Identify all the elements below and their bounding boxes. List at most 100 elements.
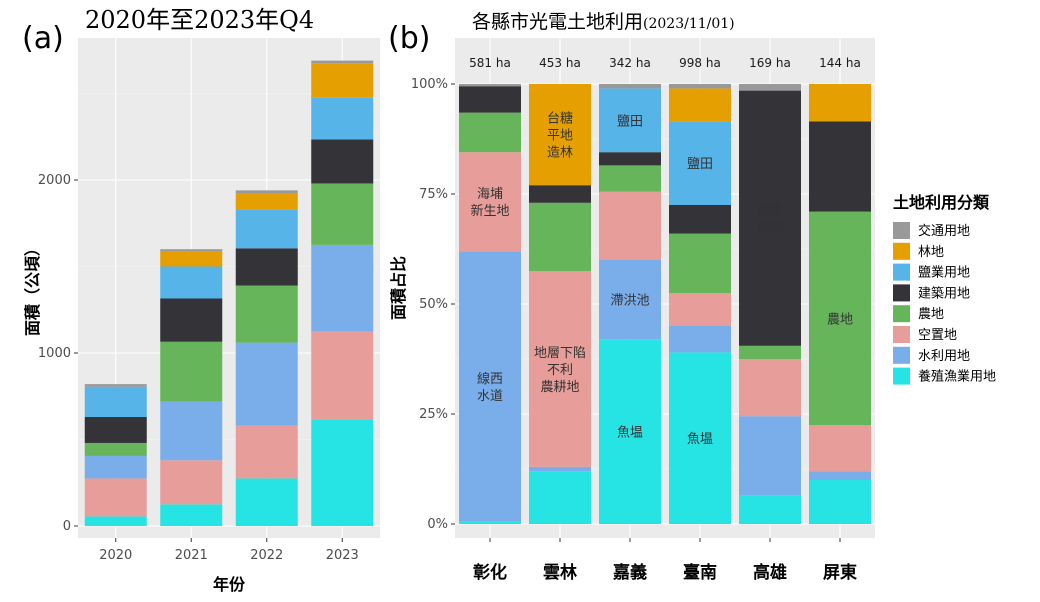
total-area-label: 169 ha — [749, 56, 791, 70]
bar-segment — [809, 480, 871, 524]
x-tick-label: 2020 — [99, 548, 132, 563]
legend-swatch — [893, 346, 910, 364]
legend-swatch — [893, 326, 910, 343]
total-area-label: 144 ha — [819, 56, 861, 70]
bar-segment — [84, 417, 147, 443]
bar-segment — [599, 165, 661, 192]
bar-segment — [311, 244, 374, 332]
bar-segment — [311, 97, 374, 140]
y-axis-title: 面積（公頃） — [23, 240, 42, 336]
bar-segment — [84, 478, 147, 517]
y-tick-label: 75% — [419, 187, 448, 202]
bar-segment — [739, 359, 801, 417]
x-category-label: 臺南 — [683, 562, 717, 583]
bar-segment — [739, 84, 801, 91]
segment-annotation: 魚塭 — [617, 426, 643, 441]
legend-label: 交通用地 — [918, 223, 970, 239]
bar-segment — [160, 401, 223, 461]
legend-swatch — [893, 305, 910, 323]
bar-segment — [311, 331, 374, 420]
bar-segment — [599, 191, 661, 260]
bar-segment — [529, 466, 591, 472]
bar-segment — [235, 209, 298, 249]
bar-segment — [669, 88, 731, 122]
legend-title: 土地利用分類 — [893, 193, 990, 212]
x-category-label: 高雄 — [753, 562, 787, 583]
x-axis-title: 年份 — [213, 575, 246, 594]
panel-b-label: (b) — [388, 21, 430, 56]
bar-segment — [669, 326, 731, 353]
x-category-label: 嘉義 — [612, 562, 647, 583]
chart-b-title: 各縣市光電土地利用(2023/11/01) — [472, 11, 735, 33]
y-tick-label: 100% — [411, 77, 448, 92]
bar-segment — [311, 183, 374, 245]
bar-segment — [160, 266, 223, 299]
bar-segment — [599, 152, 661, 166]
bar-segment — [235, 192, 298, 210]
bar-segment — [84, 455, 147, 479]
bar-segment — [529, 471, 591, 524]
legend-swatch — [893, 263, 910, 281]
segment-annotation: 鹽田 — [617, 114, 643, 129]
bar-segment — [311, 63, 374, 98]
legend-label: 鹽業用地 — [918, 265, 970, 281]
segment-annotation: 用地 — [757, 221, 783, 236]
bar-segment — [160, 341, 223, 402]
segment-annotation: 地層下陷 — [534, 346, 586, 361]
bar-segment — [529, 185, 591, 203]
bar-segment — [739, 495, 801, 524]
y-axis-title: 面積占比 — [389, 256, 408, 320]
x-category-label: 屏東 — [823, 562, 857, 583]
segment-annotation: 平地 — [547, 129, 573, 144]
legend-swatch — [893, 284, 910, 302]
bar-segment — [669, 121, 731, 205]
y-tick-label: 0% — [427, 517, 448, 532]
bar-segment — [599, 84, 661, 89]
bar-segment — [459, 152, 521, 252]
bar-segment — [84, 386, 147, 418]
bar-segment — [809, 121, 871, 212]
bar-segment — [809, 471, 871, 480]
bar-segment — [669, 293, 731, 326]
bar-segment — [599, 339, 661, 524]
bar-segment — [84, 442, 147, 456]
bar-segment — [160, 504, 223, 526]
segment-annotation: 滯洪池 — [610, 294, 649, 309]
y-tick-label: 50% — [419, 297, 448, 312]
x-tick-label: 2021 — [175, 548, 208, 563]
chart-b: 各縣市光電土地利用(2023/11/01) 0% 25% 50% 75% 100% 581… — [389, 11, 875, 583]
legend-label: 農地 — [918, 307, 944, 322]
bar-segment — [459, 251, 521, 522]
bar-segment — [739, 416, 801, 496]
legend-label: 水利用地 — [918, 349, 970, 364]
segment-annotation: 鹽田 — [687, 157, 713, 172]
segment-annotation: 線西 — [477, 371, 503, 387]
total-area-label: 453 ha — [539, 56, 581, 70]
segment-annotation: 新生地 — [470, 203, 509, 219]
bar-segment — [235, 342, 298, 426]
bar-segment — [235, 285, 298, 343]
bar-segment — [529, 84, 591, 186]
segment-annotation: 水道 — [477, 389, 503, 404]
segment-annotation: 海埔 — [477, 187, 503, 202]
y-tick-label: 2000 — [38, 173, 71, 188]
segment-annotation: 建築 — [757, 204, 783, 219]
bar-segment — [235, 425, 298, 479]
bar-segment — [459, 521, 521, 524]
bar-segment — [160, 460, 223, 505]
bar-segment — [459, 86, 521, 113]
bar-segment — [235, 478, 298, 526]
segment-annotation: 農地 — [827, 312, 853, 327]
bar-segment — [459, 84, 521, 87]
chart-b-title-main: 各縣市光電土地利用 — [472, 11, 643, 33]
bar-segment — [599, 260, 661, 340]
bar-segment — [160, 249, 223, 252]
legend-swatch — [893, 222, 910, 239]
bar-segment — [235, 248, 298, 286]
total-area-label: 998 ha — [679, 56, 721, 70]
legend-label: 空置地 — [918, 328, 957, 343]
bar-segment — [809, 211, 871, 425]
x-category-label: 彰化 — [473, 562, 507, 583]
bar-segment — [529, 202, 591, 271]
